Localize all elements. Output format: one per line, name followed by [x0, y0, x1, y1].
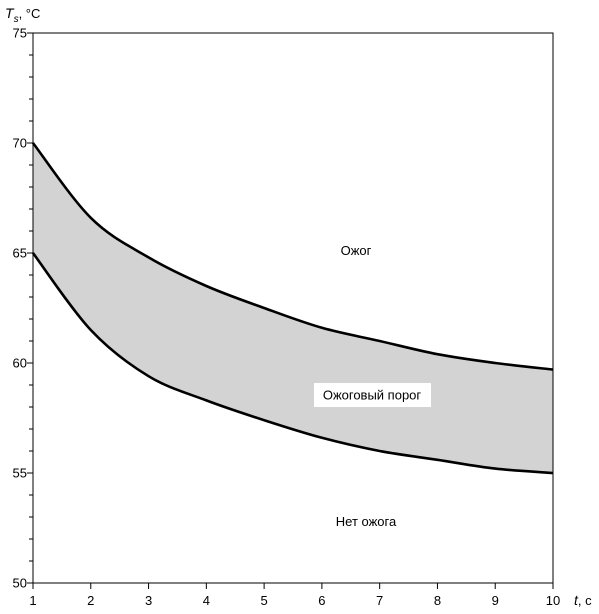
x-tick-label: 1: [29, 593, 36, 608]
x-tick-label: 5: [260, 593, 267, 608]
y-tick-label: 50: [13, 576, 27, 591]
axis-ticks: [27, 32, 554, 589]
x-tick-label: 9: [492, 593, 499, 608]
x-axis-label: t, с: [574, 592, 592, 608]
lower-boundary-line: [31, 252, 554, 475]
x-tick-label: 2: [87, 593, 94, 608]
annotation-burn: Ожог: [341, 243, 372, 258]
y-axis-symbol: T: [5, 5, 15, 21]
y-tick-label: 70: [13, 136, 27, 151]
x-tick-label: 3: [145, 593, 152, 608]
y-axis-subscript: s: [14, 14, 19, 25]
plot-frame: [32, 32, 554, 584]
y-tick-label: 55: [13, 466, 27, 481]
annotation-threshold-box: [314, 383, 431, 407]
upper-boundary-line: [31, 142, 554, 371]
y-tick-label: 75: [13, 26, 27, 41]
x-axis-symbol: t: [574, 592, 579, 608]
y-axis-label: Ts, °C: [5, 5, 40, 25]
x-tick-label: 7: [376, 593, 383, 608]
y-axis-unit: , °C: [19, 6, 41, 21]
annotation-burn-threshold: Ожоговый порог: [323, 388, 422, 403]
y-tick-label: 65: [13, 246, 27, 261]
x-tick-label: 8: [434, 593, 441, 608]
x-tick-label: 10: [546, 593, 560, 608]
y-tick-label: 60: [13, 356, 27, 371]
x-axis-unit: , с: [578, 593, 592, 608]
x-tick-label: 4: [203, 593, 210, 608]
x-tick-label: 6: [318, 593, 325, 608]
annotation-no-burn: Нет ожога: [336, 514, 397, 529]
tick-labels: 50 55 60 65 70 75 1 2 3 4 5 6 7 8 9 10: [13, 26, 561, 609]
